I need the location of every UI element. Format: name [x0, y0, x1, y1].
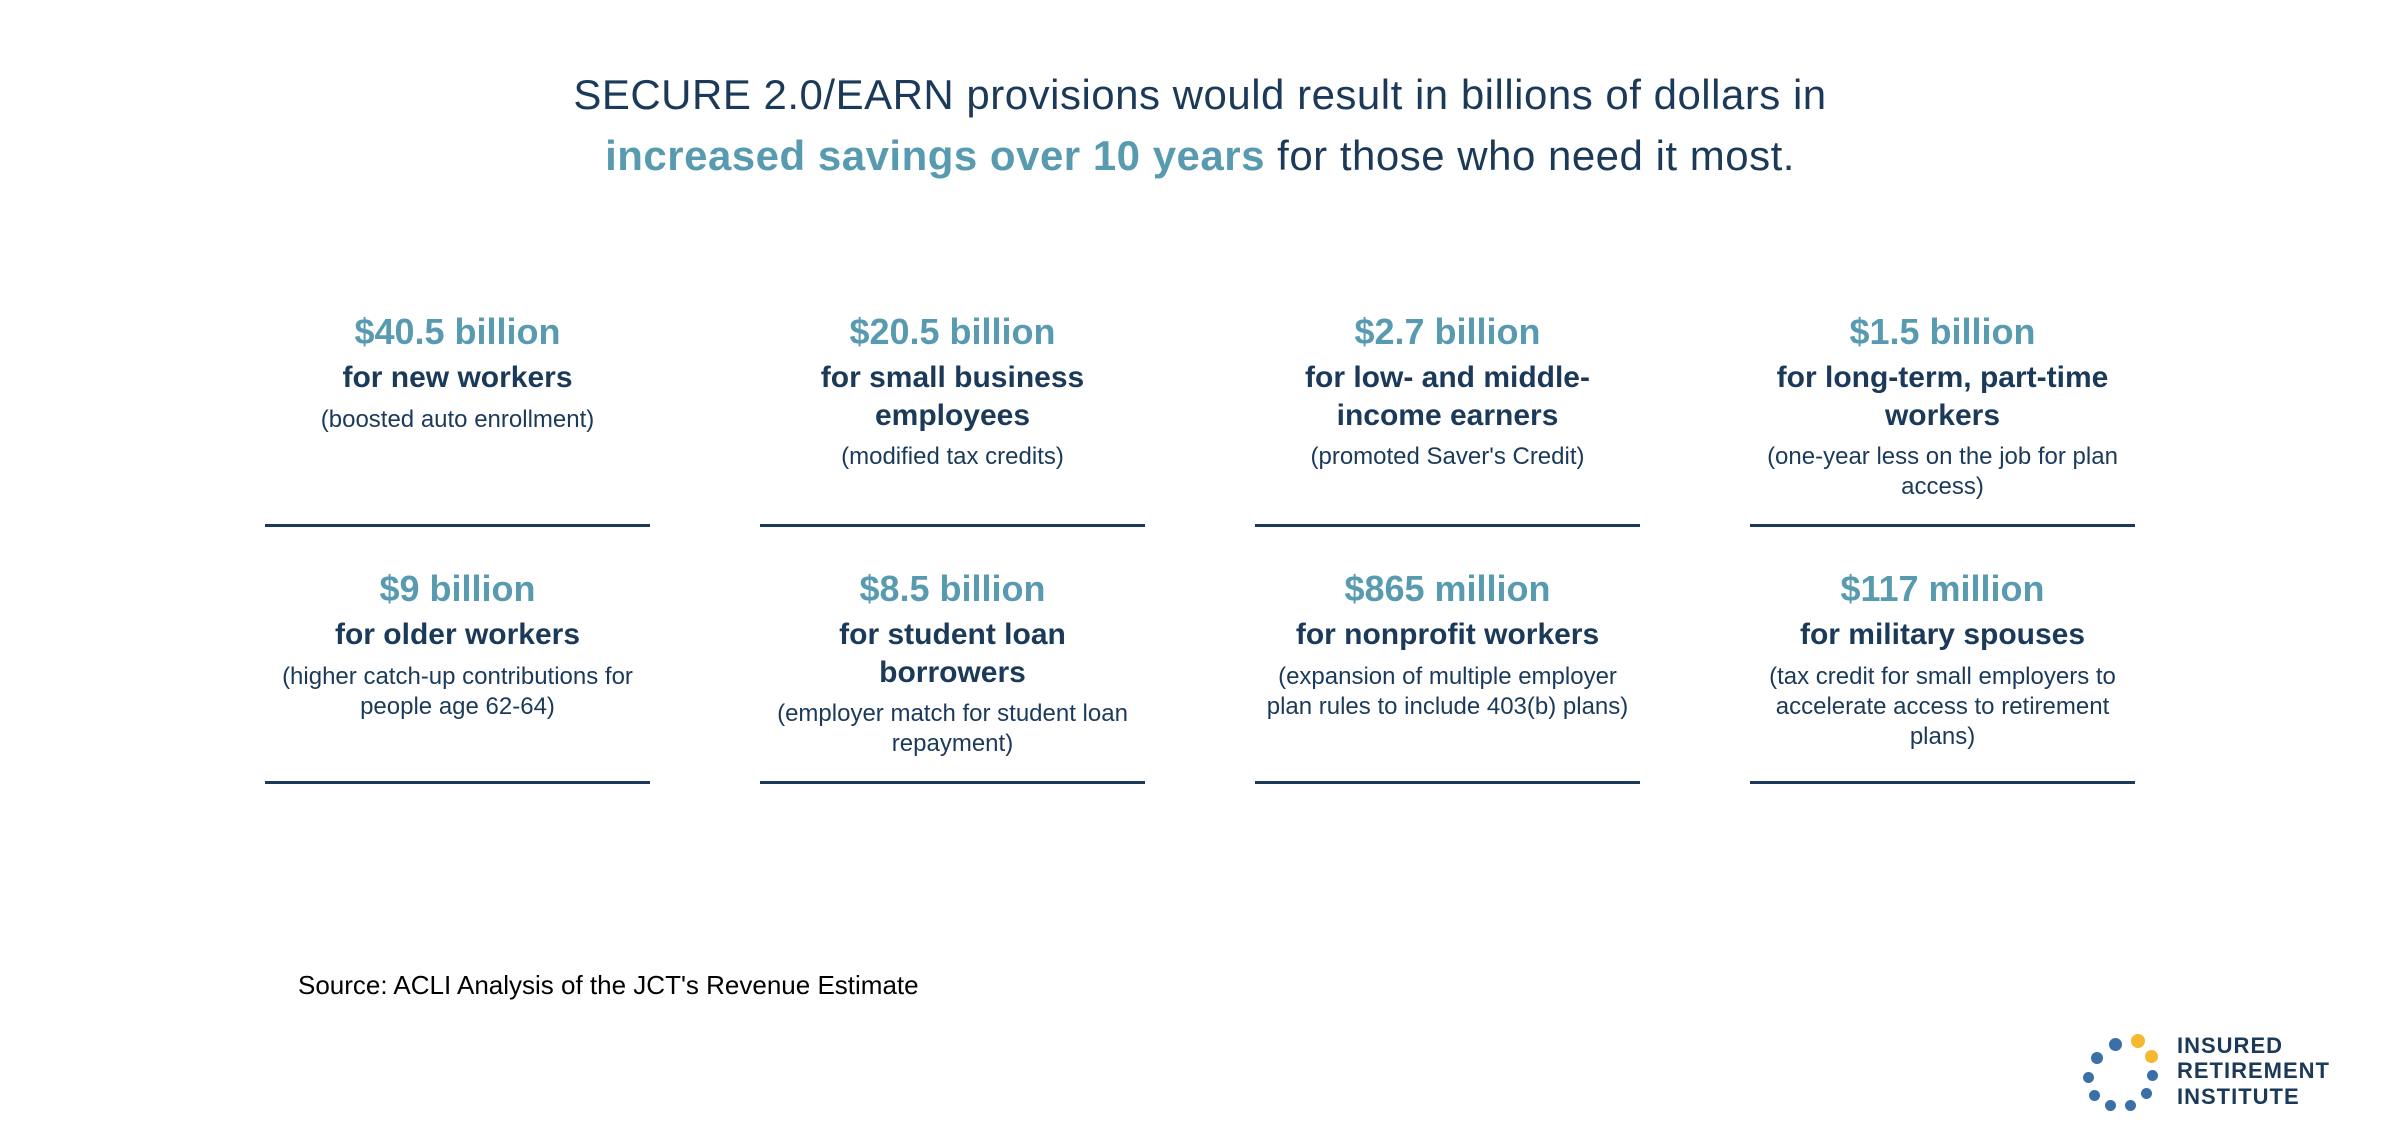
iri-logo-text: INSURED RETIREMENT INSTITUTE	[2177, 1033, 2330, 1109]
stat-note: (boosted auto enrollment)	[275, 405, 640, 435]
stat-group: for student loan borrowers	[770, 616, 1135, 691]
headline-emphasis: increased savings over 10 years	[605, 132, 1265, 179]
stat-cell: $1.5 billion for long-term, part-time wo…	[1750, 310, 2135, 527]
logo-dot-icon	[2083, 1072, 2094, 1083]
headline-part2: for those who need it most.	[1265, 132, 1795, 179]
logo-dot-icon	[2147, 1070, 2158, 1081]
stat-cell: $9 billion for older workers (higher cat…	[265, 567, 650, 784]
stat-cell: $865 million for nonprofit workers (expa…	[1255, 567, 1640, 784]
stat-group: for long-term, part-time workers	[1760, 359, 2125, 434]
stat-group: for nonprofit workers	[1265, 616, 1630, 654]
stat-amount: $2.7 billion	[1265, 310, 1630, 353]
logo-dot-icon	[2109, 1038, 2122, 1051]
logo-dot-icon	[2145, 1050, 2158, 1063]
headline-part1: SECURE 2.0/EARN provisions would result …	[573, 71, 1826, 118]
stat-amount: $1.5 billion	[1760, 310, 2125, 353]
logo-dot-icon	[2091, 1052, 2103, 1064]
stat-group: for small business employees	[770, 359, 1135, 434]
stat-amount: $20.5 billion	[770, 310, 1135, 353]
stat-cell: $2.7 billion for low- and middle-income …	[1255, 310, 1640, 527]
stat-note: (promoted Saver's Credit)	[1265, 442, 1630, 472]
logo-dot-icon	[2125, 1100, 2136, 1111]
logo-line2: RETIREMENT	[2177, 1058, 2330, 1083]
logo-dot-icon	[2089, 1090, 2100, 1101]
stat-note: (expansion of multiple employer plan rul…	[1265, 662, 1630, 722]
stat-note: (higher catch-up contributions for peopl…	[275, 662, 640, 722]
logo-dot-icon	[2105, 1100, 2116, 1111]
stat-group: for new workers	[275, 359, 640, 397]
iri-logo-mark-icon	[2081, 1032, 2159, 1110]
stat-cell: $20.5 billion for small business employe…	[760, 310, 1145, 527]
logo-line1: INSURED	[2177, 1033, 2330, 1058]
stat-group: for low- and middle-income earners	[1265, 359, 1630, 434]
stat-amount: $117 million	[1760, 567, 2125, 610]
stat-amount: $865 million	[1265, 567, 1630, 610]
stat-cell: $117 million for military spouses (tax c…	[1750, 567, 2135, 784]
logo-line3: INSTITUTE	[2177, 1084, 2330, 1109]
iri-logo: INSURED RETIREMENT INSTITUTE	[2081, 1032, 2330, 1110]
source-note: Source: ACLI Analysis of the JCT's Reven…	[298, 970, 919, 1001]
stat-note: (modified tax credits)	[770, 442, 1135, 472]
stats-grid: $40.5 billion for new workers (boosted a…	[265, 310, 2135, 784]
stat-cell: $8.5 billion for student loan borrowers …	[760, 567, 1145, 784]
headline: SECURE 2.0/EARN provisions would result …	[0, 65, 2400, 187]
stat-note: (tax credit for small employers to accel…	[1760, 662, 2125, 752]
stat-note: (one-year less on the job for plan acces…	[1760, 442, 2125, 502]
stat-note: (employer match for student loan repayme…	[770, 699, 1135, 759]
logo-dot-icon	[2141, 1088, 2152, 1099]
stat-group: for older workers	[275, 616, 640, 654]
stat-group: for military spouses	[1760, 616, 2125, 654]
stat-amount: $8.5 billion	[770, 567, 1135, 610]
logo-dot-icon	[2131, 1034, 2145, 1048]
stat-cell: $40.5 billion for new workers (boosted a…	[265, 310, 650, 527]
stat-amount: $40.5 billion	[275, 310, 640, 353]
stat-amount: $9 billion	[275, 567, 640, 610]
